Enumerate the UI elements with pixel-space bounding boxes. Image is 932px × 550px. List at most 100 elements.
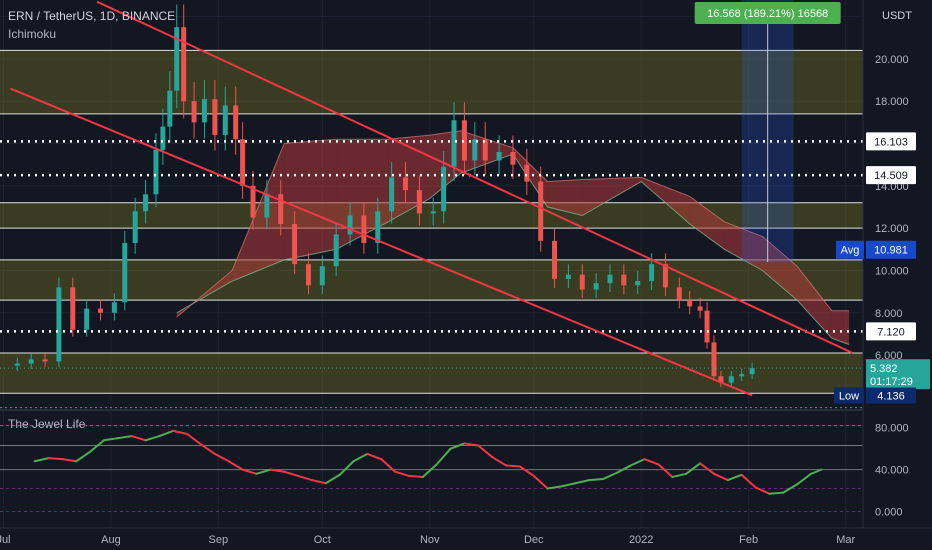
cloud-segment — [641, 177, 690, 224]
osc-segment — [310, 479, 327, 485]
avg-value-tag — [866, 240, 916, 259]
candle-body — [153, 149, 159, 195]
time-tick-label: Jul — [0, 534, 10, 546]
candle-body — [42, 359, 48, 362]
osc-segment — [283, 470, 300, 477]
price-tick-label: 12.000 — [875, 223, 909, 235]
osc-segment — [75, 450, 92, 463]
osc-segment — [518, 465, 535, 477]
osc-segment — [740, 473, 757, 489]
osc-segment — [200, 443, 216, 455]
candle-body — [662, 264, 668, 288]
osc-segment — [463, 442, 480, 447]
level-tag — [866, 132, 916, 151]
candle-body — [361, 215, 367, 243]
zone-band — [0, 50, 863, 114]
osc-segment — [213, 452, 230, 463]
candle-body — [749, 368, 755, 375]
trendline — [10, 87, 753, 397]
osc-segment — [324, 473, 341, 485]
candle-body — [201, 99, 207, 123]
osc-segment — [643, 458, 660, 466]
low-tag-text: Low — [839, 391, 859, 403]
osc-segment — [657, 463, 674, 478]
candle-body — [704, 310, 710, 343]
time-tick-label: 2022 — [629, 534, 653, 546]
candle-body — [174, 27, 180, 91]
candle-body — [552, 240, 558, 279]
candle-body — [593, 283, 599, 290]
osc-segment — [47, 457, 64, 461]
level-tag — [866, 322, 916, 341]
symbol-title[interactable]: ERN / TetherUS, 1D, BINANCE — [8, 9, 176, 23]
candle-body — [430, 211, 436, 214]
candle-body — [84, 308, 90, 330]
osc-segment — [602, 471, 618, 481]
countdown-text: 01:17:29 — [870, 376, 913, 388]
price-axis-bg — [863, 0, 932, 550]
candle-body — [510, 151, 516, 165]
candle-body — [56, 287, 62, 362]
candle-body — [461, 120, 467, 161]
candle-body — [347, 215, 353, 235]
osc-segment — [796, 472, 813, 486]
candle-body — [14, 363, 20, 366]
osc-segment — [241, 468, 258, 475]
osc-segment — [491, 456, 508, 467]
time-tick-label: Aug — [101, 534, 121, 546]
senkou-span-b — [176, 130, 850, 318]
oscillator-legend[interactable]: The Jewel Life — [8, 417, 86, 431]
candle-body — [233, 105, 239, 140]
last-price-tag — [866, 359, 930, 390]
avg-tag — [836, 240, 864, 259]
candle-body — [319, 266, 325, 286]
osc-segment — [61, 458, 78, 463]
osc-segment — [338, 460, 355, 476]
candle-body — [333, 234, 339, 267]
time-tick-label: Feb — [739, 534, 758, 546]
indicator-legend[interactable]: Ichimoku — [8, 27, 57, 41]
level-tag-text: 7.120 — [877, 326, 905, 338]
candle-body — [143, 194, 149, 212]
osc-segment — [782, 483, 799, 494]
osc-segment — [227, 460, 244, 471]
time-tick-label: Oct — [314, 534, 331, 546]
osc-segment — [172, 429, 189, 435]
candle-body — [538, 181, 544, 241]
osc-segment — [380, 458, 397, 473]
osc-segment — [560, 482, 577, 488]
candle-body — [191, 101, 197, 123]
osc-segment — [255, 468, 272, 475]
low-tag — [834, 387, 864, 404]
osc-segment — [366, 452, 383, 461]
candle-body — [132, 211, 138, 243]
osc-segment — [505, 464, 521, 468]
candle-body — [278, 194, 284, 224]
candle-body — [482, 139, 488, 161]
candle-body — [305, 264, 311, 286]
candle-body — [635, 281, 641, 286]
price-tick-label: 20.000 — [875, 54, 909, 66]
trendline — [96, 0, 854, 354]
cloud-segment — [232, 143, 285, 282]
candle-body — [167, 90, 173, 127]
cloud-segment — [547, 179, 583, 216]
time-tick-label: Mar — [836, 534, 855, 546]
osc-segment — [712, 472, 729, 482]
avg-value-text: 10.981 — [874, 245, 908, 257]
senkou-span-a — [176, 153, 850, 345]
measure-label-text: 16.568 (189.21%) 16568 — [707, 8, 828, 20]
cloud-segment — [689, 196, 725, 250]
trendlines — [10, 0, 854, 397]
candle-body — [264, 194, 270, 218]
candle-body — [122, 242, 128, 303]
cloud-segment — [724, 221, 763, 271]
support-resistance-zones — [0, 49, 863, 394]
osc-segment — [130, 435, 147, 442]
low-value-text: 4.136 — [877, 391, 905, 403]
osc-segment — [352, 452, 369, 463]
osc-segment — [435, 447, 452, 466]
candle-body — [579, 274, 585, 290]
